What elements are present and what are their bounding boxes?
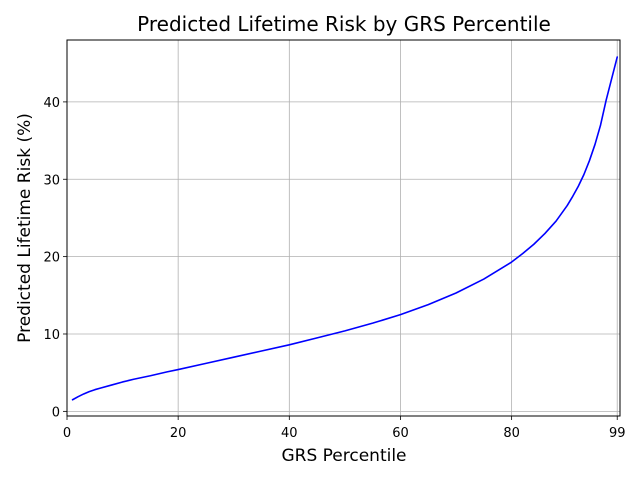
ticks: 0 20 40 60 80 99 0 10 20 30 40	[43, 96, 625, 441]
y-tick-label: 20	[43, 251, 60, 266]
x-tick-label: 80	[503, 426, 520, 441]
x-axis-label: GRS Percentile	[281, 446, 406, 466]
x-tick-label: 0	[63, 426, 71, 441]
y-tick-label: 40	[43, 96, 60, 111]
chart-title: Predicted Lifetime Risk by GRS Percentil…	[137, 12, 551, 36]
x-tick-label: 40	[281, 426, 298, 441]
risk-curve-line	[71, 56, 619, 401]
y-axis-label: Predicted Lifetime Risk (%)	[15, 113, 35, 343]
y-tick-label: 0	[52, 405, 60, 420]
x-tick-label: 60	[392, 426, 409, 441]
y-tick-label: 30	[43, 173, 60, 188]
plot-frame	[66, 39, 621, 417]
x-tick-label: 20	[170, 426, 187, 441]
y-tick-label: 10	[43, 328, 60, 343]
x-tick-label: 99	[609, 426, 626, 441]
grid	[66, 40, 620, 416]
series-layer	[71, 56, 619, 401]
